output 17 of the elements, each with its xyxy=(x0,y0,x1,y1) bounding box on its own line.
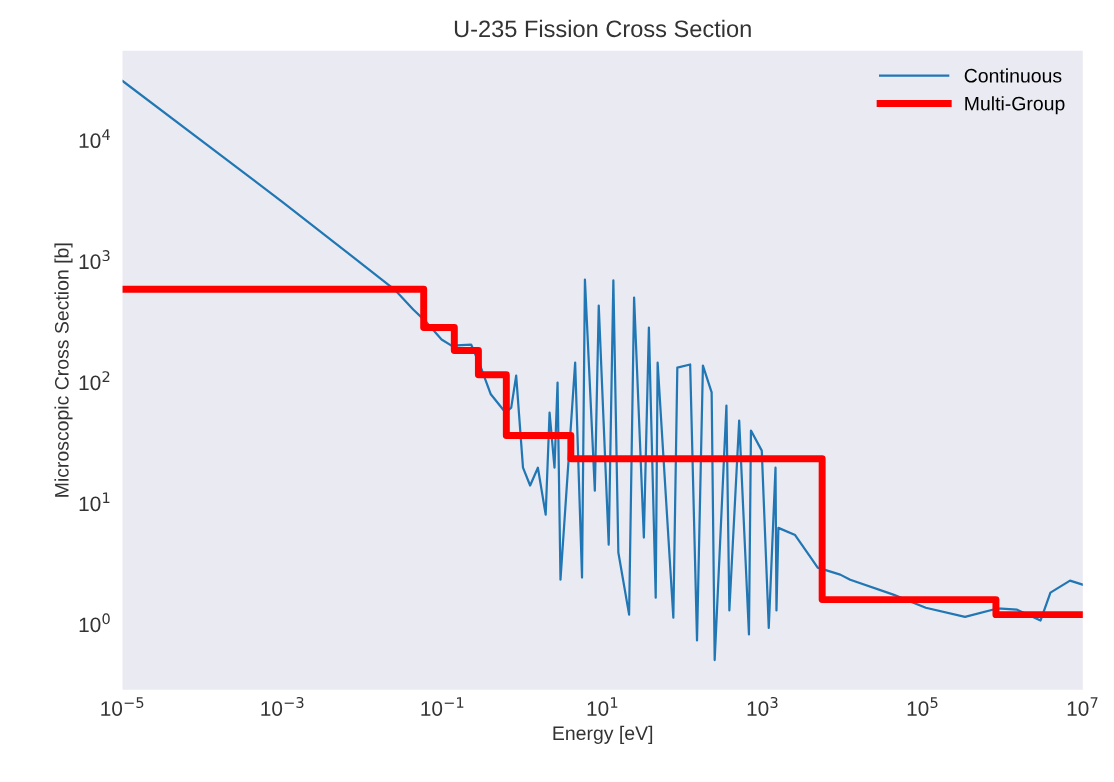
x-tick-label: 10$^{3}$ xyxy=(747,696,778,716)
x-tick-label: 10$^{1}$ xyxy=(587,697,618,716)
legend-label: Continuous xyxy=(964,68,1062,83)
legend-label: Multi-Group xyxy=(965,96,1065,115)
y-axis-title: Microscopic Cross Section [b] xyxy=(54,243,73,497)
y-tick-label: 10$^{4}$ xyxy=(79,129,110,149)
x-tick-label: 10$^{7}$ xyxy=(1067,697,1098,716)
x-tick-label: 10$^{5}$ xyxy=(907,697,938,716)
y-tick-label: 10$^{0}$ xyxy=(79,613,110,633)
y-tick-label: 10$^{1}$ xyxy=(79,492,110,512)
x-tick-label: 10$^{−5}$ xyxy=(101,697,144,716)
chart-title: U-235 Fission Cross Section xyxy=(454,19,751,38)
y-tick-label: 10$^{2}$ xyxy=(79,371,110,391)
x-axis-title: Energy [eV] xyxy=(553,725,653,744)
x-tick-label: 10$^{−1}$ xyxy=(421,697,464,716)
x-tick-label: 10$^{−3}$ xyxy=(261,696,304,716)
y-tick-label: 10$^{3}$ xyxy=(79,250,110,270)
